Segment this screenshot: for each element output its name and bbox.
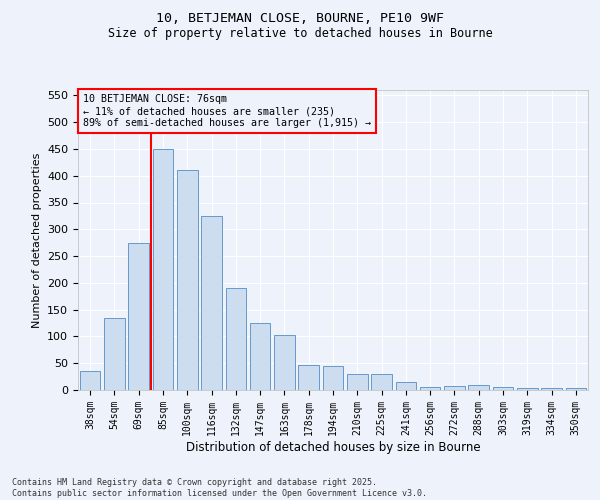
- Bar: [469, 384, 489, 390]
- Bar: [104, 318, 125, 390]
- Bar: [274, 335, 295, 390]
- X-axis label: Distribution of detached houses by size in Bourne: Distribution of detached houses by size …: [185, 440, 481, 454]
- Text: 10, BETJEMAN CLOSE, BOURNE, PE10 9WF: 10, BETJEMAN CLOSE, BOURNE, PE10 9WF: [156, 12, 444, 26]
- Bar: [128, 242, 149, 390]
- Bar: [493, 388, 514, 390]
- Bar: [323, 366, 343, 390]
- Bar: [395, 382, 416, 390]
- Bar: [298, 366, 319, 390]
- Bar: [80, 371, 100, 390]
- Bar: [420, 388, 440, 390]
- Bar: [226, 288, 246, 390]
- Bar: [201, 216, 222, 390]
- Text: 10 BETJEMAN CLOSE: 76sqm
← 11% of detached houses are smaller (235)
89% of semi-: 10 BETJEMAN CLOSE: 76sqm ← 11% of detach…: [83, 94, 371, 128]
- Bar: [541, 388, 562, 390]
- Text: Size of property relative to detached houses in Bourne: Size of property relative to detached ho…: [107, 28, 493, 40]
- Bar: [444, 386, 465, 390]
- Text: Contains HM Land Registry data © Crown copyright and database right 2025.
Contai: Contains HM Land Registry data © Crown c…: [12, 478, 427, 498]
- Bar: [517, 388, 538, 390]
- Bar: [250, 323, 271, 390]
- Bar: [566, 388, 586, 390]
- Bar: [177, 170, 197, 390]
- Bar: [152, 149, 173, 390]
- Bar: [347, 374, 368, 390]
- Y-axis label: Number of detached properties: Number of detached properties: [32, 152, 41, 328]
- Bar: [371, 374, 392, 390]
